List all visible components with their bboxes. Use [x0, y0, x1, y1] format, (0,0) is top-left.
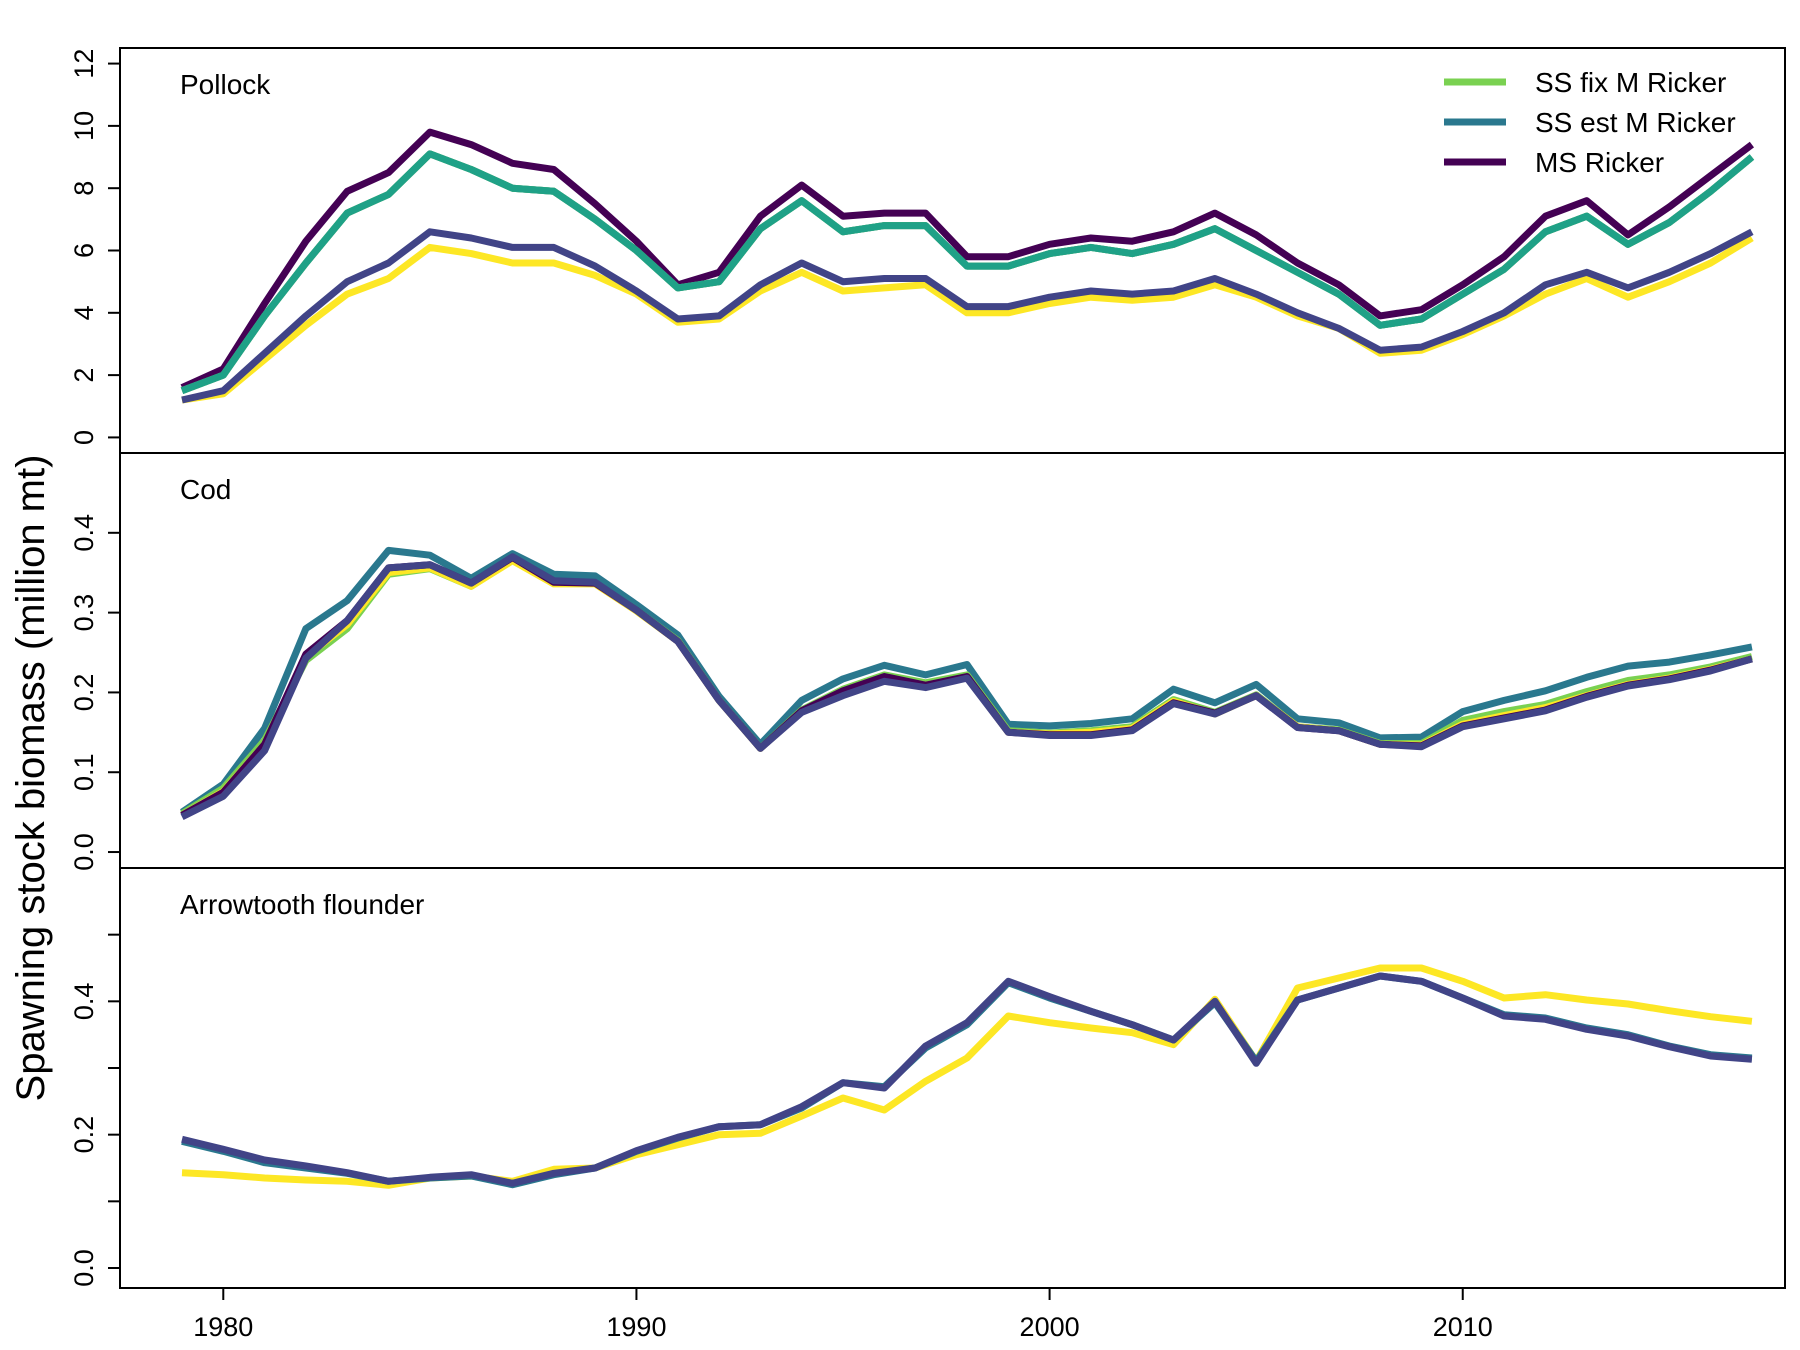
series-line-414487: [180, 553, 1753, 821]
y-tick-label: 0.4: [69, 983, 99, 1021]
x-tick-label: 1980: [193, 1312, 253, 1342]
panel-pollock: 0 2 4 6 8 10 12 Pollock: [69, 49, 1755, 445]
y-tick-label: 6: [69, 243, 99, 258]
y-tick-label: 0.3: [69, 594, 99, 632]
panel-title: Cod: [180, 474, 231, 505]
legend-label: SS est M Ricker: [1535, 107, 1736, 138]
series-line-fde725: [181, 964, 1753, 1189]
y-tick-label: 0: [69, 430, 99, 445]
y-tick-label: 0.0: [69, 1249, 99, 1287]
y-tick-label: 0.2: [69, 674, 99, 712]
panel-cod: 0.0 0.1 0.2 0.3 0.4 Cod: [69, 474, 1753, 871]
x-tick-label: 2000: [1020, 1312, 1080, 1342]
x-tick-label: 2010: [1433, 1312, 1493, 1342]
legend-label: MS Ricker: [1535, 147, 1664, 178]
series-line-ms-ricker: [180, 554, 1753, 819]
x-tick-label: 1990: [606, 1312, 666, 1342]
series-line-ms-ricker: [180, 128, 1755, 391]
y-tick-label: 0.0: [69, 833, 99, 871]
series-line-ss-fix-m-ricker: [180, 150, 1755, 394]
panel-title: Arrowtooth flounder: [180, 889, 424, 920]
y-tick-label: 0.1: [69, 753, 99, 791]
y-tick-label: 4: [69, 305, 99, 320]
series-line-ss-est-m-ricker: [180, 546, 1753, 816]
panel-arrowtooth-flounder: 0.0 0.2 0.4 Arrowtooth flounder: [69, 889, 1753, 1287]
series-line-ss-est-m-ricker: [180, 150, 1755, 394]
y-tick-label: 2: [69, 368, 99, 383]
series-line-414487: [181, 972, 1753, 1187]
series-line-ss-fix-m-ricker: [180, 556, 1753, 817]
y-tick-label: 8: [69, 181, 99, 196]
y-axis-title: Spawning stock biomass (million mt): [9, 455, 53, 1102]
y-tick-label: 0.2: [69, 1116, 99, 1154]
panel-title: Pollock: [180, 69, 271, 100]
series-line-fde725: [180, 557, 1753, 819]
panels: 0 2 4 6 8 10 12 Pollock 0.0 0.1 0.2 0.3 0.4 Cod 0.0 0.2…: [69, 47, 1786, 1342]
y-tick-label: 0.4: [69, 514, 99, 552]
series-line-1fa187: [180, 150, 1755, 394]
y-tick-label: 12: [69, 49, 99, 79]
series-line-414487: [181, 228, 1754, 404]
y-tick-label: 10: [69, 111, 99, 141]
legend-label: SS fix M Ricker: [1535, 67, 1726, 98]
series-line-ss-est-m-ricker: [181, 972, 1753, 1189]
legend: SS fix M Ricker SS est M Ricker MS Ricker: [1444, 67, 1736, 178]
